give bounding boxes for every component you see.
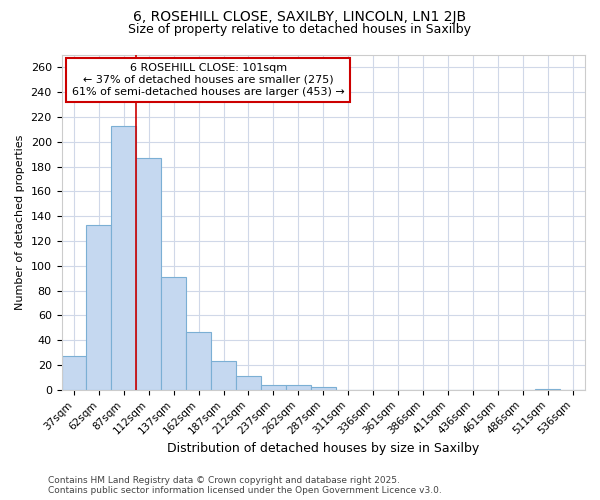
Bar <box>236 376 261 390</box>
Text: 6, ROSEHILL CLOSE, SAXILBY, LINCOLN, LN1 2JB: 6, ROSEHILL CLOSE, SAXILBY, LINCOLN, LN1… <box>133 10 467 24</box>
Bar <box>186 332 211 390</box>
Bar <box>311 388 336 390</box>
Bar <box>286 385 311 390</box>
Text: Contains HM Land Registry data © Crown copyright and database right 2025.: Contains HM Land Registry data © Crown c… <box>48 476 400 485</box>
Text: Size of property relative to detached houses in Saxilby: Size of property relative to detached ho… <box>128 22 472 36</box>
Bar <box>86 225 112 390</box>
Bar <box>535 388 560 390</box>
Bar <box>136 158 161 390</box>
Bar <box>261 385 286 390</box>
Y-axis label: Number of detached properties: Number of detached properties <box>15 134 25 310</box>
Bar <box>112 126 136 390</box>
X-axis label: Distribution of detached houses by size in Saxilby: Distribution of detached houses by size … <box>167 442 479 455</box>
Text: Contains public sector information licensed under the Open Government Licence v3: Contains public sector information licen… <box>48 486 442 495</box>
Text: 6 ROSEHILL CLOSE: 101sqm
← 37% of detached houses are smaller (275)
61% of semi-: 6 ROSEHILL CLOSE: 101sqm ← 37% of detach… <box>72 64 344 96</box>
Bar <box>211 362 236 390</box>
Bar <box>62 356 86 390</box>
Bar <box>161 277 186 390</box>
